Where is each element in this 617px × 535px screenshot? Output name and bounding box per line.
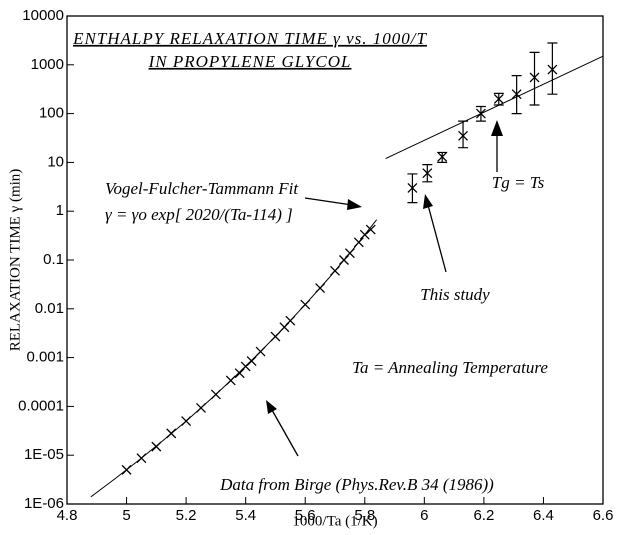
y-tick-label: 1000 [31, 56, 64, 73]
data-point [225, 375, 236, 386]
data-point [196, 402, 206, 413]
arrow-head [266, 400, 277, 414]
y-tick-label: 1E-06 [24, 495, 64, 512]
y-tick-label: 10 [47, 153, 64, 170]
annotation: Vogel-Fulcher-Tammann Fit [105, 179, 299, 198]
data-point [330, 265, 340, 276]
x-axis-label: 1000/Ta (1/K) [292, 513, 377, 529]
error-bar [511, 75, 522, 115]
chart-title: ENTHALPY RELAXATION TIME γ vs. 1000/T [72, 29, 427, 48]
x-tick-label: 6 [420, 507, 428, 524]
chart-title: IN PROPYLENE GLYCOL [148, 52, 352, 71]
annotation: Tg = Ts [492, 173, 545, 192]
error-bar [493, 92, 504, 106]
data-point [181, 416, 192, 427]
arrow [427, 204, 447, 273]
arrow [271, 409, 299, 457]
x-tick-label: 4.8 [57, 507, 78, 524]
data-point [246, 356, 257, 367]
error-bar [529, 51, 540, 106]
annotation: Data from Birge (Phys.Rev.B 34 (1986)) [219, 475, 494, 494]
arrow-head [491, 120, 503, 136]
y-tick-label: 0.0001 [18, 397, 64, 414]
data-point [151, 441, 162, 452]
x-tick-label: 5.6 [295, 507, 316, 524]
error-bar [407, 173, 418, 204]
y-tick-label: 1 [56, 202, 64, 219]
data-point [353, 237, 364, 248]
data-point [210, 389, 221, 400]
error-bar [437, 151, 448, 163]
data-point [365, 224, 376, 235]
plot-frame [66, 15, 604, 505]
x-tick-label: 5.8 [354, 507, 375, 524]
data-point [255, 346, 266, 357]
error-bar [422, 164, 433, 183]
x-tick-label: 5.4 [235, 507, 256, 524]
x-tick-label: 6.4 [533, 507, 554, 524]
arrow [304, 197, 353, 206]
data-point [344, 248, 355, 259]
y-tick-label: 0.001 [26, 349, 64, 366]
fit-line [90, 219, 378, 498]
y-tick-label: 0.01 [35, 300, 64, 317]
arrow-head [347, 199, 362, 210]
annotation: This study [420, 285, 490, 304]
data-point [300, 299, 311, 310]
x-tick-label: 6.2 [473, 507, 494, 524]
y-axis-label: RELAXATION TIME γ (min) [7, 169, 23, 352]
data-point [121, 464, 132, 475]
data-point [315, 283, 326, 294]
x-tick-label: 5.2 [176, 507, 197, 524]
y-tick-label: 100 [39, 105, 64, 122]
y-tick-label: 10000 [22, 7, 64, 24]
error-bar [547, 42, 558, 95]
data-point [270, 331, 281, 342]
y-tick-label: 0.1 [43, 251, 64, 268]
error-bar [475, 105, 486, 122]
y-tick-label: 1E-05 [24, 446, 64, 463]
x-tick-label: 6.6 [593, 507, 614, 524]
error-bar [458, 120, 469, 149]
data-point [136, 453, 147, 464]
fit-line [385, 55, 604, 159]
x-tick-label: 5 [122, 507, 130, 524]
annotation: γ = γo exp[ 2020/(Ta-114) ] [105, 205, 293, 224]
arrows [266, 120, 503, 457]
annotation: Ta = Annealing Temperature [352, 358, 548, 377]
data-point [166, 428, 177, 439]
data-point [285, 315, 296, 326]
arrow-head [423, 194, 433, 209]
